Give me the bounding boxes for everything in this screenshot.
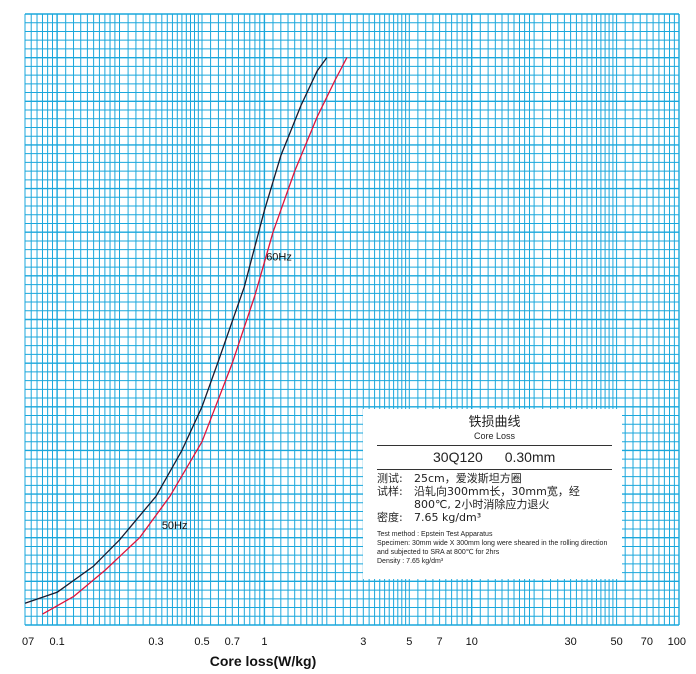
legend-specimen-line: 试样: 沿轧向300mm长，30mm宽，经800℃, 2小时消除应力退火 [377, 485, 612, 511]
legend-density-value: 7.65 kg/dm³ [414, 511, 482, 524]
curves: 50Hz 60Hz [24, 57, 348, 615]
legend-density-line: 密度: 7.65 kg/dm³ [377, 511, 612, 524]
legend-test-value: 25cm，爱泼斯坦方圈 [414, 472, 522, 485]
legend-en-density: Density : 7.65 kg/dm³ [377, 558, 444, 565]
legend-grade: 30Q120 0.30mm [433, 449, 556, 465]
x-tick-label: 7 [437, 636, 443, 648]
x-tick-label: 30 [564, 636, 576, 648]
x-tick-labels: 07 0.1 0.3 0.5 0.7 1 3 5 7 10 30 50 70 100 [22, 636, 686, 648]
x-tick-label: 100 [668, 636, 686, 648]
legend-test-label: 测试: [377, 472, 403, 485]
legend-test-line: 测试: 25cm，爱泼斯坦方圈 [377, 472, 612, 485]
legend-box: 铁损曲线 Core Loss 30Q120 0.30mm 测试: 25cm，爱泼… [363, 409, 622, 579]
curve-50hz [24, 57, 328, 604]
x-tick-label: 10 [466, 636, 478, 648]
x-tick-label: 70 [641, 636, 653, 648]
curve-label-60hz: 60Hz [266, 252, 292, 264]
x-tick-label: 0.3 [148, 636, 163, 648]
x-tick-label: 0.1 [49, 636, 64, 648]
legend-specimen-value: 沿轧向300mm长，30mm宽，经800℃, 2小时消除应力退火 [414, 485, 580, 511]
legend-specimen-label: 试样: [377, 485, 403, 498]
legend-divider [377, 445, 612, 446]
curve-label-50hz: 50Hz [162, 520, 188, 532]
legend-en-method: Test method : Epstein Test Apparatus [377, 531, 493, 538]
x-tick-label: 5 [406, 636, 412, 648]
x-tick-label: 0.5 [194, 636, 209, 648]
x-axis-label: Core loss(W/kg) [210, 653, 317, 669]
legend-en-specimen: Specimen: 30mm wide X 300mm long were sh… [377, 540, 608, 556]
x-tick-label: 1 [261, 636, 267, 648]
x-tick-label: 0.7 [225, 636, 240, 648]
legend-title-en: Core Loss [473, 431, 516, 441]
legend-divider [377, 469, 612, 470]
x-tick-label: 50 [610, 636, 622, 648]
curve-60hz [42, 57, 348, 615]
legend-title-cn: 铁损曲线 [468, 415, 521, 430]
x-tick-label: 07 [22, 636, 34, 648]
legend-density-label: 密度: [377, 511, 403, 524]
x-tick-label: 3 [360, 636, 366, 648]
